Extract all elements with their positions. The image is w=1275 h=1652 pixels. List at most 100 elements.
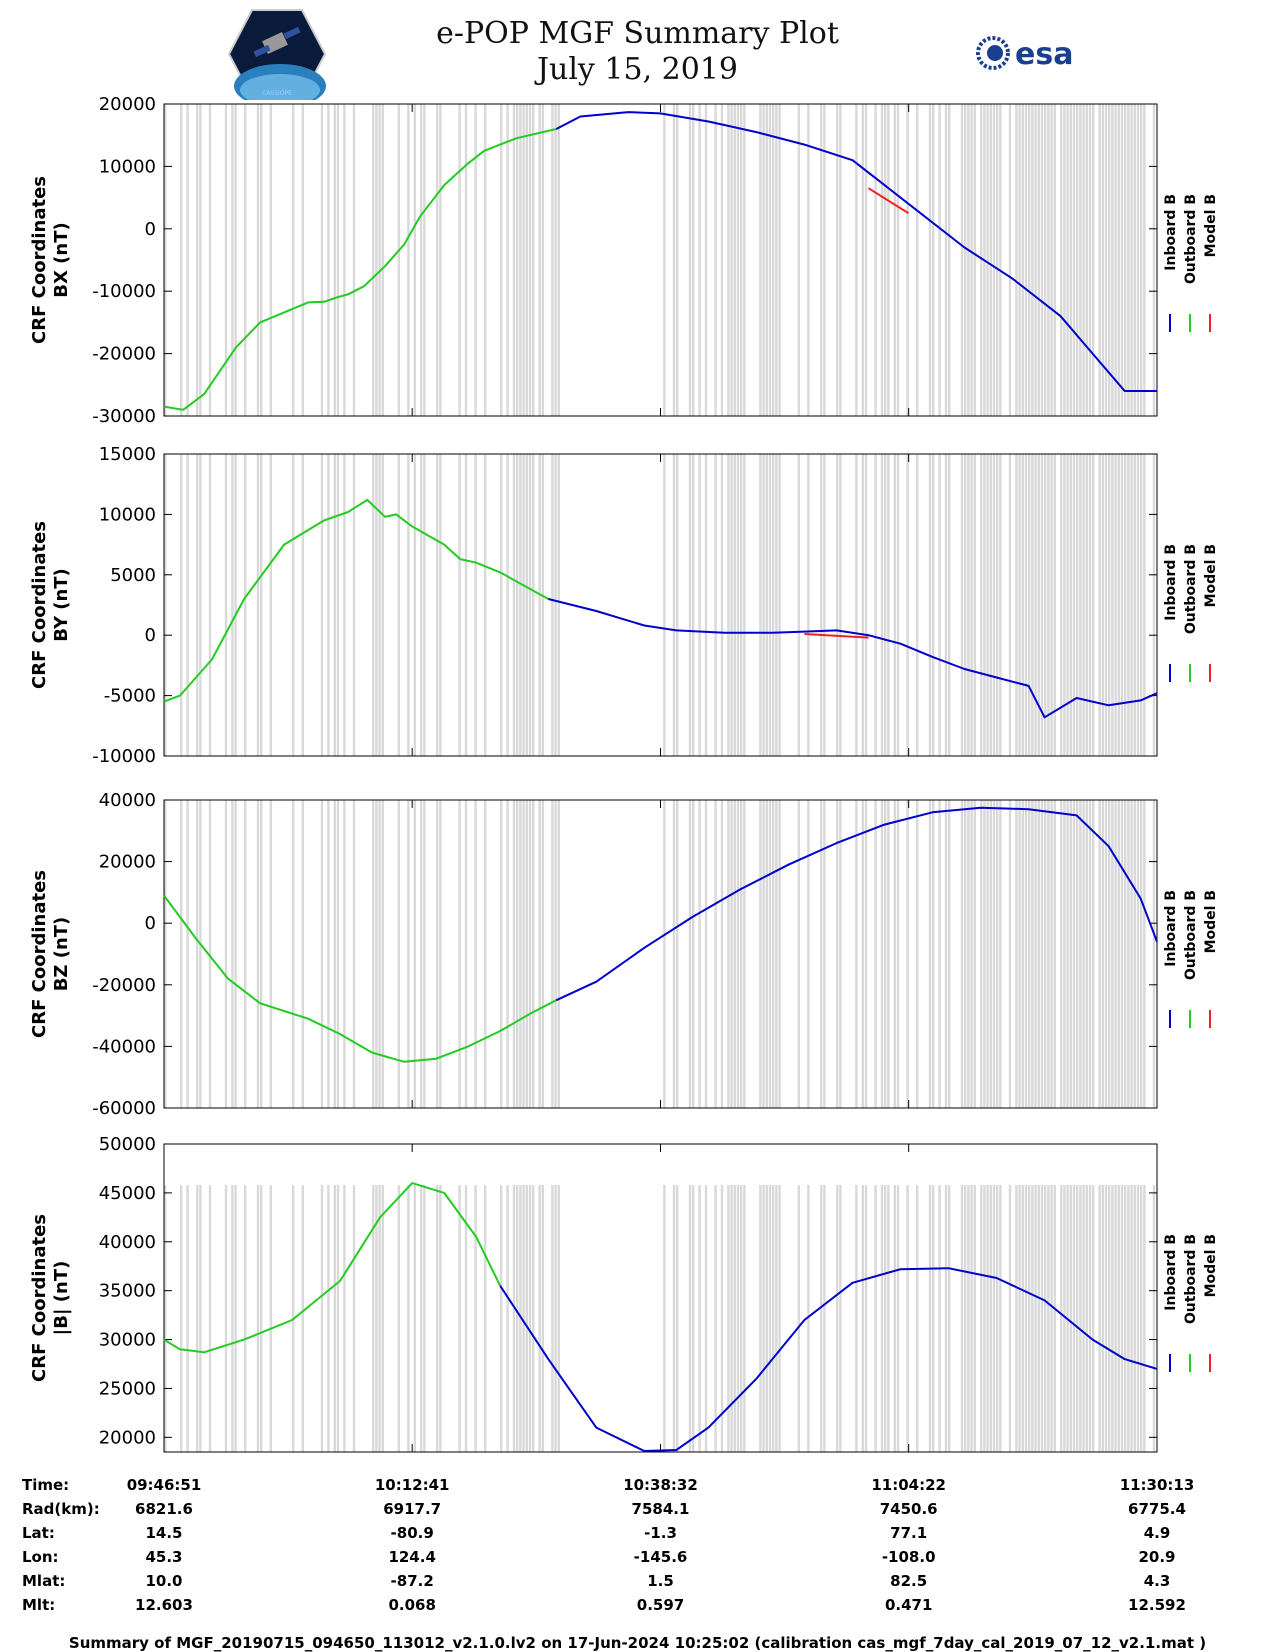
data-gap-stripe — [698, 104, 701, 416]
data-gap-stripe — [1034, 454, 1037, 756]
data-gap-stripe — [765, 800, 768, 1108]
data-gap-stripe — [1088, 800, 1092, 1108]
data-gap-stripe — [423, 454, 426, 756]
data-gap-stripe — [1111, 1185, 1114, 1452]
data-gap-stripe — [1108, 1185, 1111, 1452]
info-value: 14.5 — [145, 1524, 182, 1542]
data-gap-stripe — [1136, 454, 1140, 756]
data-gap-stripe — [244, 800, 247, 1108]
data-gap-stripe — [855, 1185, 858, 1452]
info-value: 124.4 — [388, 1548, 435, 1566]
data-gap-stripe — [983, 800, 986, 1108]
data-gap-stripe — [336, 1185, 340, 1452]
data-gap-stripe — [512, 104, 516, 416]
data-gap-stripe — [1037, 104, 1040, 416]
legend-label: Outboard B — [1183, 194, 1199, 284]
data-gap-stripe — [528, 1185, 532, 1452]
data-gap-stripe — [1021, 454, 1024, 756]
data-gap-stripe — [164, 454, 167, 756]
data-gap-stripe — [506, 1185, 509, 1452]
data-gap-stripe — [525, 454, 528, 756]
data-gap-stripe — [336, 104, 340, 416]
y-tick-label: 20000 — [99, 1427, 156, 1448]
data-gap-stripe — [1047, 104, 1050, 416]
data-gap-stripe — [464, 454, 468, 756]
data-gap-stripe — [196, 454, 199, 756]
data-gap-stripe — [996, 800, 999, 1108]
data-gap-stripe — [932, 1185, 935, 1452]
data-gap-stripe — [692, 454, 695, 756]
info-value: 0.471 — [885, 1596, 932, 1614]
data-gap-stripe — [260, 1185, 263, 1452]
info-value: -145.6 — [634, 1548, 688, 1566]
data-gap-stripe — [775, 800, 778, 1108]
data-gap-stripe — [413, 800, 416, 1108]
info-value: 1.5 — [647, 1572, 674, 1590]
data-gap-stripe — [1076, 454, 1079, 756]
data-gap-stripe — [378, 104, 381, 416]
data-gap-stripe — [973, 104, 976, 416]
data-gap-stripe — [743, 1185, 746, 1452]
data-gap-stripe — [1066, 800, 1069, 1108]
data-gap-stripe — [797, 454, 800, 756]
data-gap-stripe — [1018, 454, 1021, 756]
data-gap-stripe — [1069, 104, 1072, 416]
info-value: 77.1 — [890, 1524, 927, 1542]
data-gap-stripe — [928, 104, 932, 416]
data-gap-stripe — [1114, 104, 1117, 416]
info-value: 10:38:32 — [623, 1476, 698, 1494]
data-gap-stripe — [676, 104, 679, 416]
legend-label: Inboard B — [1163, 544, 1179, 621]
data-gap-stripe — [1111, 800, 1114, 1108]
data-gap-stripe — [180, 800, 183, 1108]
data-gap-stripe — [884, 800, 887, 1108]
data-gap-stripe — [1133, 104, 1136, 416]
data-gap-stripe — [423, 800, 426, 1108]
y-axis-label-line: BY (nT) — [51, 568, 72, 642]
data-gap-stripe — [1069, 800, 1072, 1108]
data-gap-stripe — [1127, 104, 1130, 416]
data-gap-stripe — [839, 1185, 842, 1452]
data-gap-stripe — [743, 800, 746, 1108]
data-gap-stripe — [532, 454, 535, 756]
data-gap-stripe — [512, 1185, 516, 1452]
data-gap-stripe — [1108, 800, 1111, 1108]
data-gap-stripe — [906, 1185, 909, 1452]
data-gap-stripe — [980, 1185, 983, 1452]
data-gap-stripe — [180, 104, 183, 416]
data-gap-stripe — [1040, 800, 1044, 1108]
data-gap-stripe — [474, 104, 477, 416]
data-gap-stripe — [1133, 800, 1136, 1108]
data-gap-stripe — [1037, 800, 1040, 1108]
data-gap-stripe — [180, 454, 183, 756]
y-axis-label: CRF CoordinatesBZ (nT) — [29, 870, 72, 1038]
data-gap-stripe — [1079, 800, 1082, 1108]
data-gap-stripe — [964, 800, 967, 1108]
data-gap-stripe — [378, 800, 381, 1108]
data-gap-stripe — [1120, 800, 1124, 1108]
data-gap-stripe — [1060, 1185, 1063, 1452]
data-gap-stripe — [704, 454, 708, 756]
data-gap-stripe — [864, 800, 868, 1108]
data-gap-stripe — [676, 1185, 679, 1452]
data-gap-stripe — [1140, 104, 1143, 416]
data-gap-stripe — [906, 104, 909, 416]
y-tick-label: 10000 — [99, 156, 156, 177]
data-gap-stripe — [352, 454, 356, 756]
legend-label: Inboard B — [1163, 194, 1179, 271]
data-gap-stripe — [807, 454, 810, 756]
data-gap-stripe — [698, 800, 701, 1108]
data-gap-stripe — [743, 104, 746, 416]
data-gap-stripe — [269, 104, 272, 416]
data-gap-stripe — [301, 104, 304, 416]
data-gap-stripe — [1101, 104, 1104, 416]
data-gap-stripe — [992, 1185, 996, 1452]
data-gap-stripe — [938, 800, 941, 1108]
data-gap-stripe — [807, 800, 810, 1108]
data-gap-stripe — [269, 1185, 272, 1452]
data-gap-stripe — [199, 454, 202, 756]
data-gap-stripe — [1152, 1185, 1156, 1452]
data-gap-stripe — [1108, 104, 1111, 416]
data-gap-stripe — [1104, 1185, 1108, 1452]
data-gap-stripe — [260, 800, 263, 1108]
